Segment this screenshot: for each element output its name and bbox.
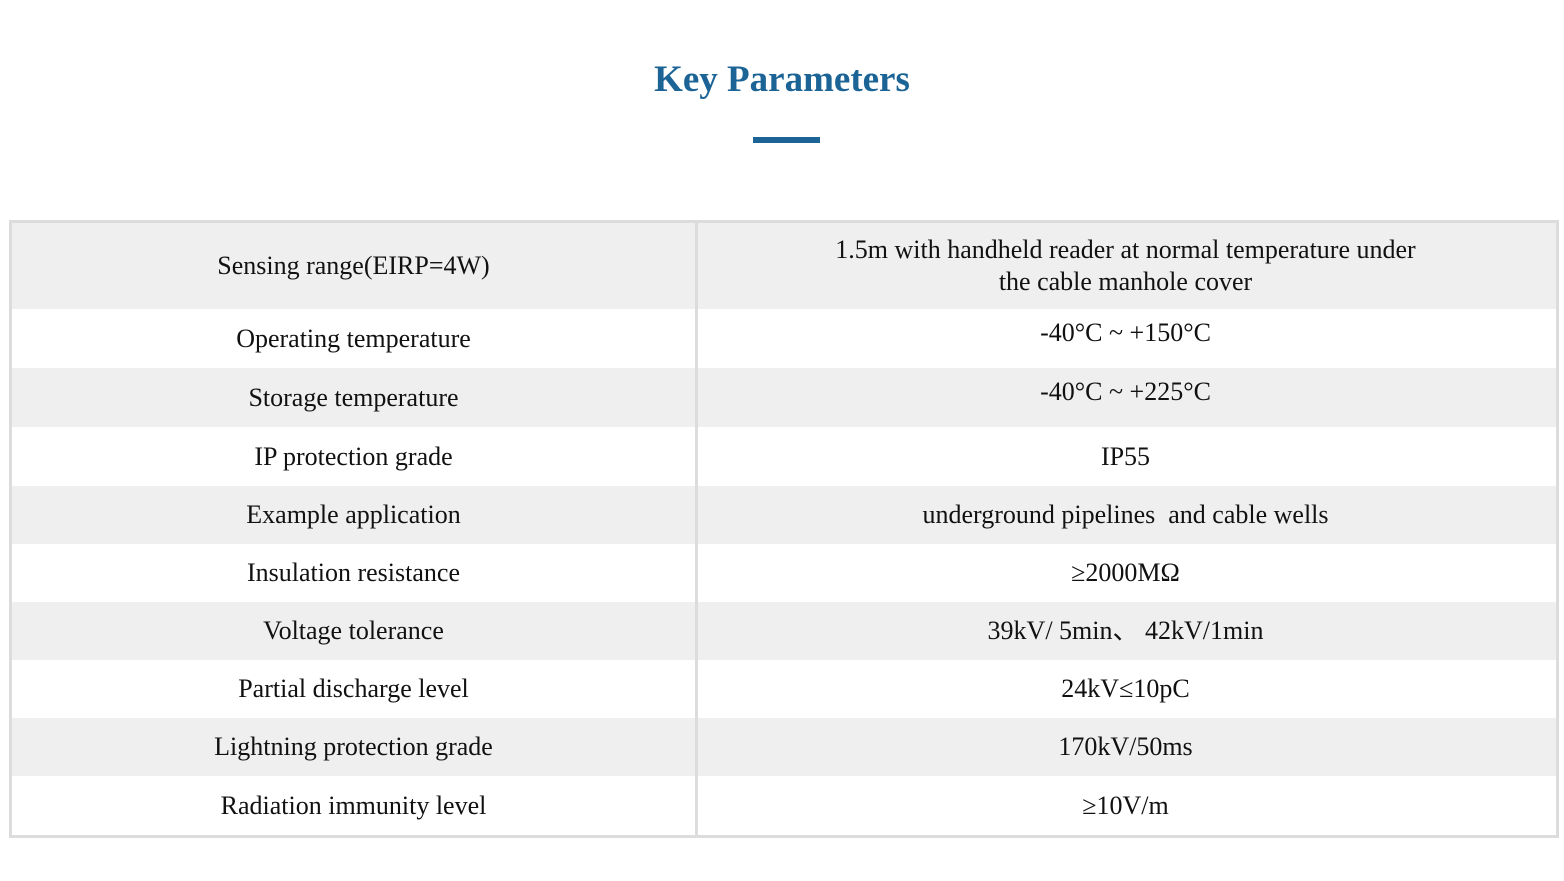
- param-name: Example application: [246, 500, 461, 529]
- param-name: Partial discharge level: [238, 674, 469, 703]
- param-value: underground pipelines and cable wells: [922, 500, 1329, 529]
- param-name: Sensing range(EIRP=4W): [217, 251, 490, 280]
- param-value: -40°C ~ +150°C: [1040, 318, 1211, 347]
- column-divider: [695, 223, 698, 835]
- param-name: IP protection grade: [254, 441, 453, 471]
- param-value: 170kV/50ms: [1058, 732, 1193, 761]
- parameters-table: Sensing range(EIRP=4W) 1.5m with handhel…: [9, 220, 1559, 838]
- param-name: Storage temperature: [248, 382, 459, 412]
- param-name: Insulation resistance: [247, 558, 460, 587]
- table-row: Example application underground pipeline…: [12, 486, 1556, 544]
- param-name: Operating temperature: [236, 323, 471, 353]
- param-value: -40°C ~ +225°C: [1040, 377, 1211, 406]
- param-value-line: 1.5m with handheld reader at normal temp…: [835, 235, 1416, 264]
- page-title: Key Parameters: [654, 59, 910, 100]
- param-value-line: the cable manhole cover: [998, 267, 1253, 296]
- table-row: Sensing range(EIRP=4W) 1.5m with handhel…: [12, 223, 1556, 309]
- table-row: Storage temperature -40°C ~ +225°C: [12, 368, 1556, 427]
- table-row: Lightning protection grade 170kV/50ms: [12, 718, 1556, 776]
- table-row: Operating temperature -40°C ~ +150°C: [12, 309, 1556, 368]
- table-row: IP protection grade IP55: [12, 427, 1556, 486]
- param-value: IP55: [1100, 441, 1151, 471]
- title-underline: [753, 137, 820, 143]
- table-row: Partial discharge level 24kV≤10pC: [12, 660, 1556, 718]
- table-row: Radiation immunity level ≥10V/m: [12, 776, 1556, 835]
- param-name: Lightning protection grade: [214, 732, 493, 761]
- param-value: ≥10V/m: [1082, 790, 1169, 820]
- param-value: 24kV≤10pC: [1061, 674, 1190, 703]
- param-name: Voltage tolerance: [263, 616, 444, 645]
- param-value: ≥2000MΩ: [1071, 558, 1180, 587]
- table-row: Insulation resistance ≥2000MΩ: [12, 544, 1556, 602]
- param-value: 1.5m with handheld reader at normal temp…: [695, 223, 1556, 309]
- table-row: Voltage tolerance 39kV/ 5min、 42kV/1min: [12, 602, 1556, 660]
- param-value: 39kV/ 5min、 42kV/1min: [987, 616, 1264, 645]
- param-name: Radiation immunity level: [220, 790, 487, 820]
